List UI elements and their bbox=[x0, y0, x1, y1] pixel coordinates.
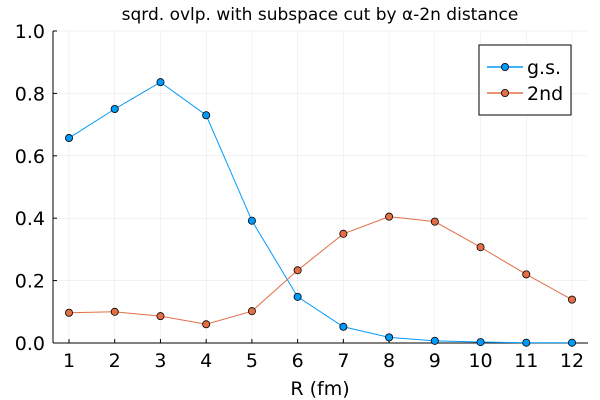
series-1-point bbox=[339, 322, 348, 331]
y-tick-label: 0.4 bbox=[15, 208, 45, 230]
x-tick-label: 1 bbox=[63, 350, 75, 372]
series-1-point bbox=[65, 134, 74, 143]
data-series bbox=[65, 78, 576, 347]
legend-box bbox=[478, 44, 572, 116]
x-tick-label: 3 bbox=[154, 350, 166, 372]
legend-label: 2nd bbox=[527, 83, 563, 105]
series-line-1 bbox=[68, 81, 572, 344]
series-2-point bbox=[522, 270, 531, 279]
y-axis-ticks: 0.0 0.2 0.4 0.6 0.8 1.0 bbox=[15, 21, 57, 355]
y-tick-label: 1.0 bbox=[15, 21, 45, 43]
y-tick-label: 0.8 bbox=[15, 83, 45, 105]
series-1-point bbox=[110, 105, 119, 114]
series-2-point bbox=[65, 308, 74, 317]
x-tick-label: 7 bbox=[337, 350, 349, 372]
series-1-point bbox=[156, 78, 165, 87]
chart-title: sqrd. ovlp. with subspace cut by α-2n di… bbox=[122, 5, 519, 25]
series-2-point bbox=[110, 307, 119, 316]
legend: g.s. 2nd bbox=[478, 44, 572, 116]
series-line-2 bbox=[68, 216, 573, 325]
legend-label: g.s. bbox=[527, 57, 561, 79]
y-tick-label: 0.2 bbox=[15, 271, 45, 293]
x-tick-label: 8 bbox=[383, 350, 395, 372]
series-1-point bbox=[293, 292, 302, 301]
series-2-point bbox=[293, 266, 302, 275]
x-tick-label: 5 bbox=[246, 350, 258, 372]
x-tick-label: 12 bbox=[560, 350, 584, 372]
x-tick-label: 9 bbox=[429, 350, 441, 372]
x-tick-label: 11 bbox=[514, 350, 538, 372]
series-2-point bbox=[247, 307, 256, 316]
series-2-point bbox=[567, 295, 576, 304]
x-axis-ticks: 1 2 3 4 5 6 7 8 9 10 11 12 bbox=[63, 339, 584, 372]
series-1-point bbox=[385, 333, 394, 342]
x-axis-title: R (fm) bbox=[290, 378, 349, 400]
axes bbox=[52, 31, 588, 344]
x-tick-label: 10 bbox=[468, 350, 492, 372]
series-1-point bbox=[247, 216, 256, 225]
legend-marker bbox=[500, 89, 509, 98]
series-1-point bbox=[476, 338, 485, 347]
y-tick-label: 0.0 bbox=[15, 333, 45, 355]
series-2-point bbox=[385, 212, 394, 221]
series-2-point bbox=[156, 312, 165, 321]
series-2-point bbox=[202, 320, 211, 329]
series-1-point bbox=[430, 336, 439, 345]
series-2-point bbox=[430, 217, 439, 226]
series-2-point bbox=[476, 243, 485, 252]
x-tick-label: 6 bbox=[292, 350, 304, 372]
y-tick-label: 0.6 bbox=[15, 146, 45, 168]
legend-marker bbox=[500, 63, 509, 72]
x-tick-label: 4 bbox=[200, 350, 212, 372]
series-1-point bbox=[567, 338, 576, 347]
series-1-point bbox=[202, 111, 211, 120]
x-tick-label: 2 bbox=[109, 350, 121, 372]
series-2-point bbox=[339, 229, 348, 238]
series-1-point bbox=[522, 338, 531, 347]
